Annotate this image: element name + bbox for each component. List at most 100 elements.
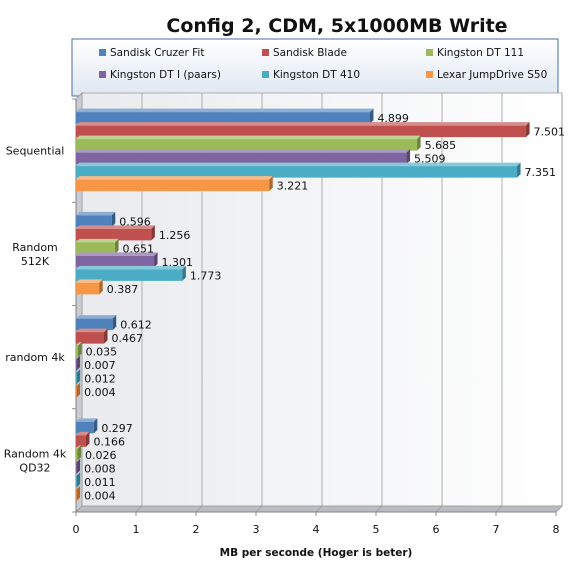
bar-front-face (76, 448, 78, 461)
data-label: 0.008 (84, 462, 116, 475)
data-label: 5.509 (414, 153, 446, 166)
bar-front-face (76, 345, 79, 358)
data-label: 0.012 (84, 373, 116, 386)
bar (76, 418, 98, 434)
data-label: 0.467 (112, 332, 143, 345)
x-tick-label: 6 (433, 523, 440, 536)
gridline-floor (195, 505, 203, 513)
bar-top-face (76, 122, 530, 126)
x-tick-label: 0 (73, 523, 80, 536)
data-label: 7.501 (534, 126, 566, 139)
bar-front-face (76, 215, 112, 227)
legend-label: Sandisk Blade (273, 47, 347, 59)
legend-swatch (262, 71, 269, 78)
bar (76, 485, 81, 501)
bar-front-face (76, 386, 77, 398)
legend: Sandisk Cruzer Fit Sandisk Blade Kingston … (99, 47, 547, 81)
data-label: 0.651 (123, 242, 155, 255)
x-tick-label: 2 (193, 523, 200, 536)
data-label: 0.011 (84, 476, 116, 489)
bar (76, 382, 81, 398)
bar-end-face (78, 342, 82, 358)
bar (76, 135, 421, 151)
bar-end-face (76, 458, 81, 474)
bar-front-face (76, 139, 418, 151)
category-label: 512K (21, 255, 50, 268)
bar (76, 445, 82, 461)
bar-front-face (76, 332, 105, 344)
bar (76, 342, 82, 358)
bar (76, 369, 81, 385)
gridline-floor (375, 505, 383, 513)
bar-end-face (151, 225, 155, 241)
x-tick-label: 5 (373, 523, 380, 536)
bar-front-face (76, 152, 407, 165)
bar-front-face (76, 372, 77, 385)
bar-front-face (76, 318, 113, 331)
bar (76, 149, 411, 165)
legend-label: Kingston DT 410 (273, 69, 360, 81)
data-label: 1.256 (159, 229, 191, 242)
x-tick-label: 7 (493, 523, 500, 536)
bar-end-face (76, 355, 81, 371)
bar-end-face (517, 162, 521, 178)
bar-top-face (76, 328, 108, 333)
bar-front-face (76, 421, 94, 434)
bar (76, 211, 116, 227)
bar-top-face (76, 265, 186, 270)
bar-top-face (76, 211, 116, 216)
bar-top-face (76, 431, 90, 436)
category-label: QD32 (19, 461, 50, 474)
bar-end-face (99, 279, 103, 295)
bar-top-face (76, 418, 98, 422)
data-label: 5.685 (425, 139, 457, 152)
bar-end-face (526, 122, 530, 138)
gridline-floor (315, 505, 323, 513)
bar-end-face (182, 265, 186, 281)
data-label: 0.004 (84, 386, 116, 399)
bar-front-face (76, 359, 77, 371)
legend-swatch (99, 49, 106, 56)
bar-top-face (76, 135, 421, 140)
data-label: 0.004 (84, 489, 116, 502)
bar (76, 252, 158, 268)
bar (76, 265, 186, 281)
bar-end-face (76, 382, 81, 398)
bar-end-face (406, 149, 411, 165)
gridline-floor (75, 505, 83, 513)
bar-front-face (76, 125, 527, 138)
data-label: 0.596 (119, 215, 151, 228)
gridline-floor (555, 505, 563, 513)
bar-end-face (112, 315, 117, 331)
data-label: 0.035 (86, 346, 118, 359)
bar-top-face (76, 225, 155, 229)
bar (76, 108, 374, 124)
legend-label: Sandisk Cruzer Fit (110, 47, 204, 59)
data-label: 0.166 (93, 435, 125, 448)
bar-front-face (76, 269, 183, 281)
bar (76, 122, 530, 138)
bar-top-face (76, 485, 81, 490)
bar (76, 238, 119, 254)
bar (76, 176, 273, 192)
legend-item: Lexar JumpDrive S50 (426, 69, 547, 81)
bar-top-face (76, 279, 103, 283)
legend-label: Kingston DT 111 (437, 47, 524, 59)
data-label: 0.026 (85, 449, 117, 462)
gridline-floor (495, 505, 503, 513)
bar-top-face (76, 252, 158, 256)
data-label: 3.221 (277, 180, 309, 193)
bar-front-face (76, 282, 100, 295)
legend-swatch (262, 49, 269, 56)
category-label: Sequential (6, 145, 65, 158)
legend-box (71, 38, 559, 97)
x-tick-label: 3 (253, 523, 260, 536)
bar-front-face (76, 179, 270, 192)
bar (76, 431, 90, 447)
bar (76, 355, 81, 371)
bar-end-face (93, 418, 98, 434)
bar-top-face (76, 108, 374, 113)
bar (76, 225, 155, 241)
x-tick-label: 1 (133, 523, 140, 536)
